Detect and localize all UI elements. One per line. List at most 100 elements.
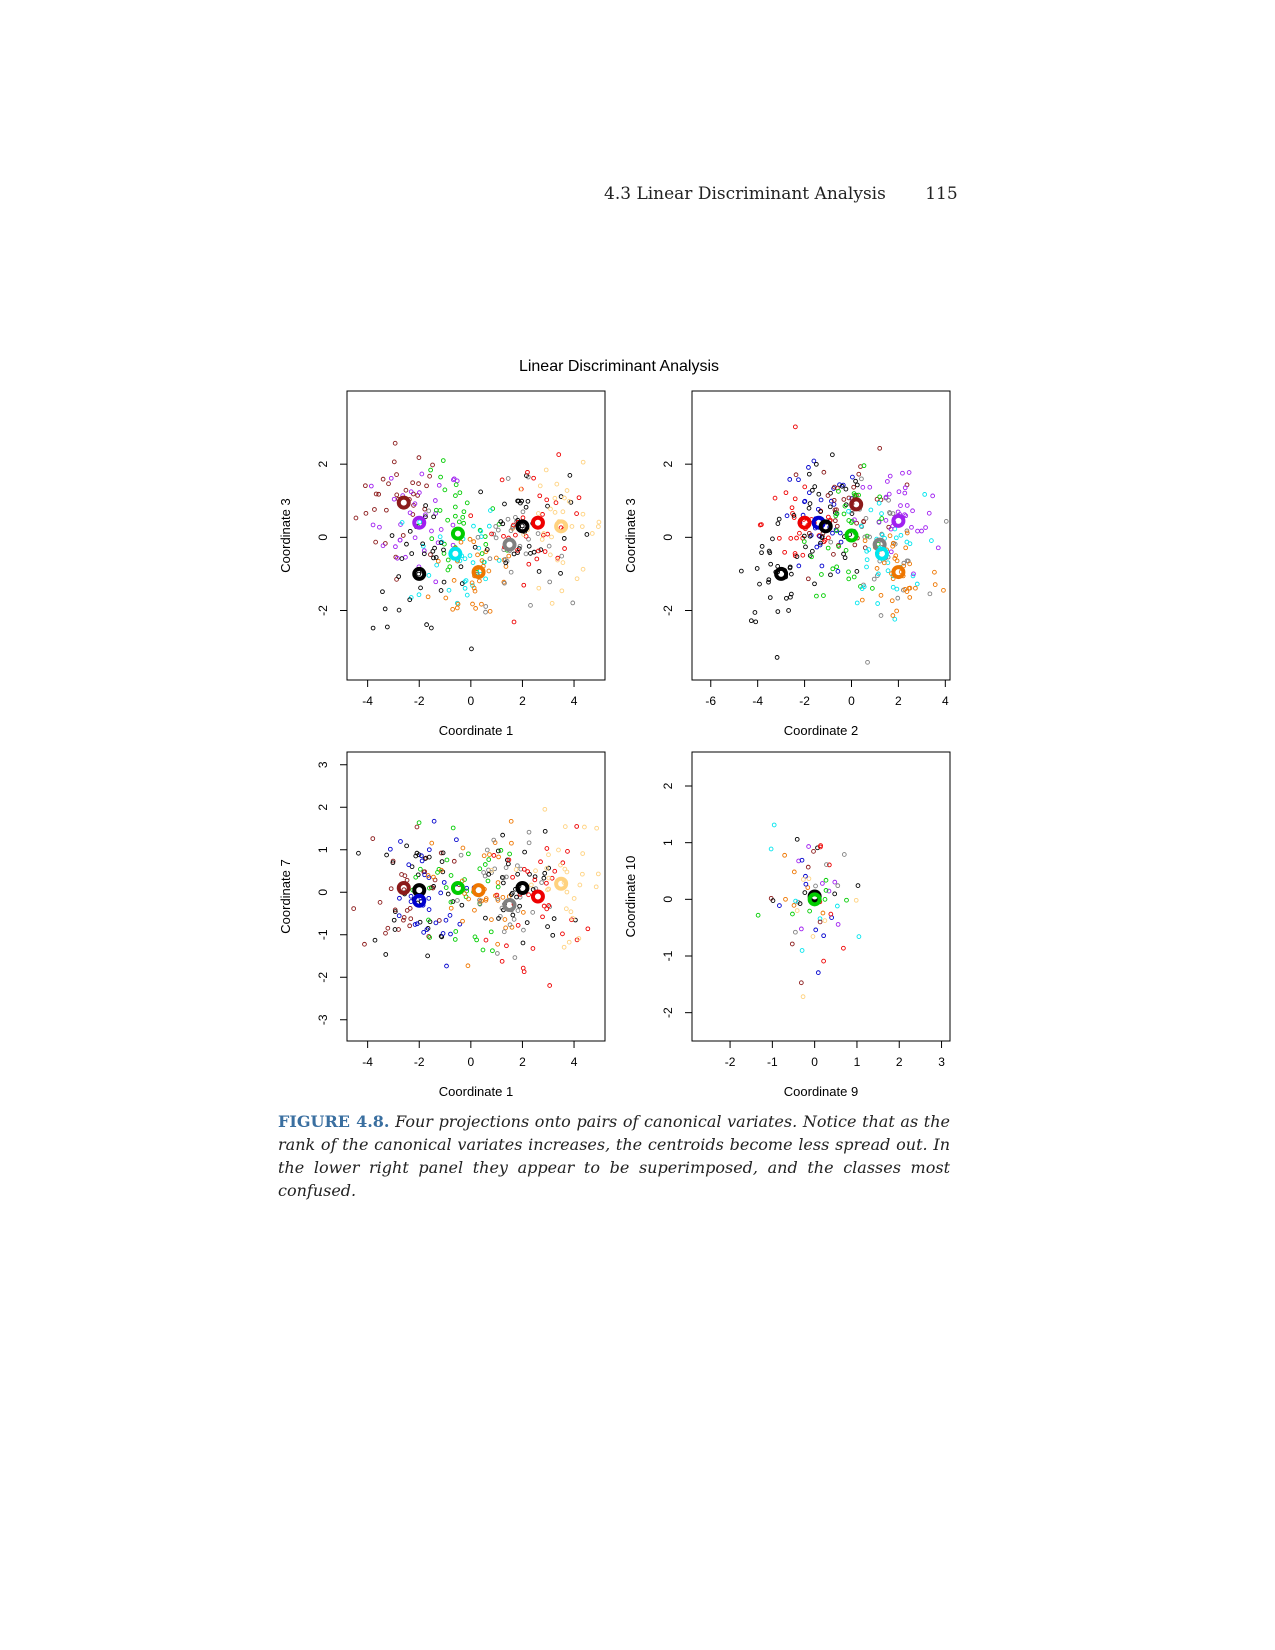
data-point [832,484,837,490]
data-point [482,534,488,539]
x-tick-label: -2 [414,694,425,708]
data-point [566,499,572,504]
data-point [401,915,407,920]
data-point [500,894,506,900]
data-point [544,906,550,912]
data-point [386,481,391,487]
data-point [858,523,864,529]
data-point [508,818,514,824]
data-point [817,533,823,539]
class-centroid [412,893,427,908]
data-point [417,519,423,525]
data-point [444,963,449,969]
data-point [548,506,553,512]
data-point [417,490,422,495]
data-point [391,917,397,923]
data-point [438,588,444,593]
data-point [841,945,846,951]
data-point [544,846,550,851]
data-point [883,494,889,500]
data-point [513,515,518,520]
data-point [594,825,599,831]
data-point [870,586,875,591]
data-point [525,869,531,874]
data-point [554,481,560,487]
data-point [806,471,812,477]
data-point [479,551,485,556]
data-point [789,571,794,577]
data-point [564,869,570,875]
data-point [863,516,869,521]
data-point [427,935,433,940]
data-point [409,864,415,870]
data-point [876,500,882,506]
data-point [421,548,427,554]
data-point [898,503,903,508]
data-point [461,520,467,526]
data-point [420,543,426,549]
data-point [864,564,869,570]
data-point [544,880,549,886]
data-point [396,607,402,613]
data-point [766,577,772,583]
data-point [864,548,870,554]
data-point [515,922,521,928]
class-centroid [807,892,822,907]
data-point [431,555,436,561]
data-point [435,558,441,564]
data-point [397,537,403,543]
data-point [545,924,550,929]
data-point [424,483,429,489]
data-point [526,536,531,542]
data-point [560,931,565,937]
data-point [542,806,548,812]
x-tick-label: 3 [938,1055,945,1069]
data-point [463,578,469,583]
data-point [570,915,575,921]
data-point [906,470,912,475]
data-point [519,523,525,529]
data-point [416,592,422,598]
data-point [888,549,894,555]
data-point [564,889,570,895]
data-point [799,857,805,863]
data-point [559,553,565,559]
data-point [452,937,458,942]
data-point [835,922,841,927]
data-point [907,595,913,600]
data-point [752,610,758,615]
data-point [450,522,456,528]
data-point [874,566,880,571]
data-point [510,874,515,880]
data-point [754,566,760,571]
data-point [491,853,497,858]
data-point [407,597,413,603]
data-point [541,531,547,536]
data-point [383,952,389,957]
y-tick-label: -1 [316,929,330,940]
data-point [759,550,764,556]
data-point [451,476,457,482]
data-point [926,510,932,516]
panel-top-right: -6 -4 -2 0 2 4 -2 0 2 Coordinate 2 Coordinate 3 [623,390,951,738]
data-point [412,501,418,507]
data-point [871,576,877,582]
data-point [851,574,857,580]
data-point [883,518,889,523]
data-point [898,532,904,538]
data-point [810,934,816,939]
x-tick-label: -4 [752,694,763,708]
data-point [481,853,487,859]
data-point [526,829,532,835]
data-point [394,472,399,477]
data-point [843,486,849,492]
data-point [394,492,400,498]
class-centroid [450,881,465,895]
data-point [793,929,798,935]
class-centroid [797,515,812,530]
data-point [789,505,795,511]
data-point [786,608,791,613]
data-point [818,540,823,546]
data-point [467,536,473,542]
data-point [802,890,808,895]
